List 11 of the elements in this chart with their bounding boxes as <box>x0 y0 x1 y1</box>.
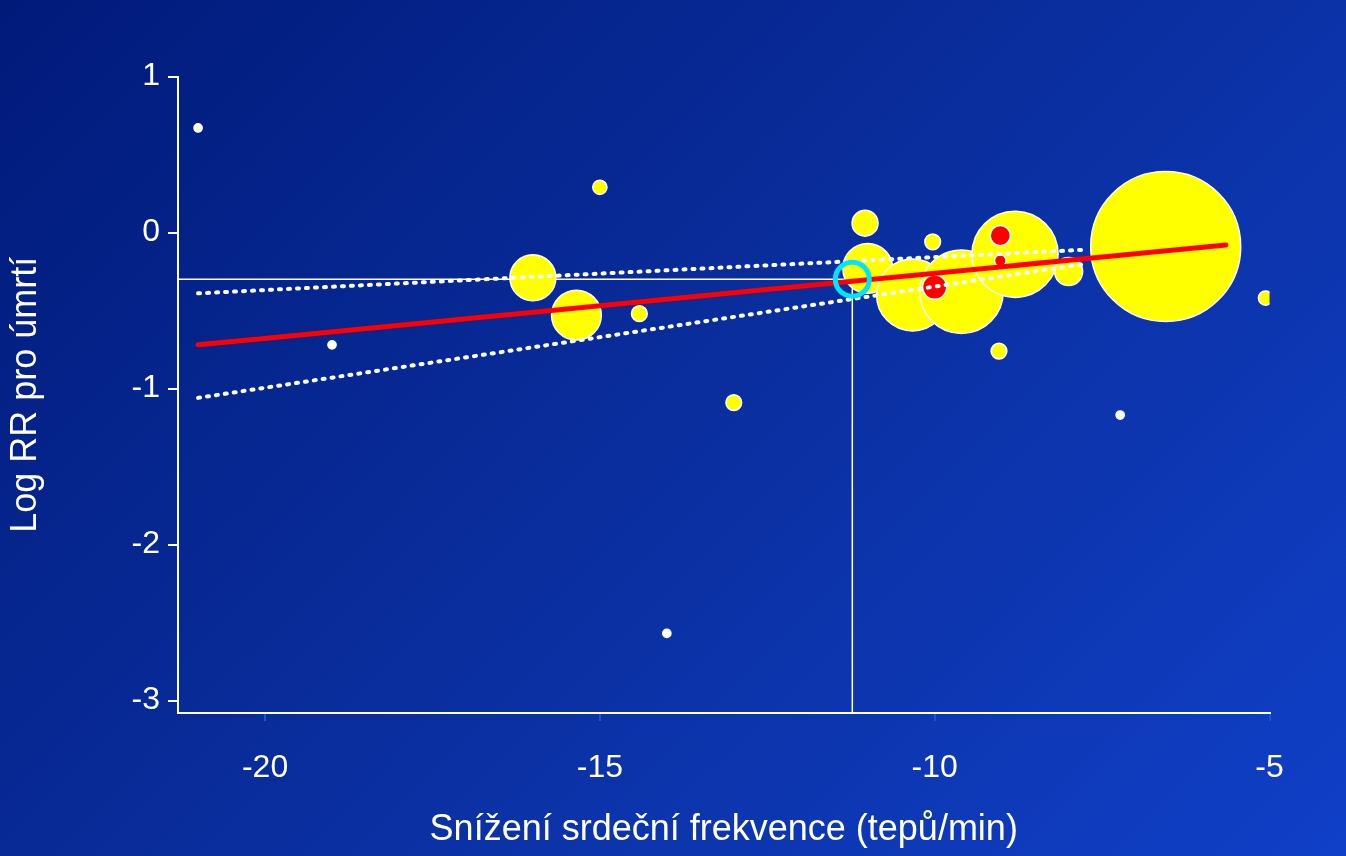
x-tick-label: -10 <box>911 748 958 785</box>
x-tick-label: -5 <box>1255 748 1284 785</box>
x-axis-title: Snížení srdeční frekvence (tepů/min) <box>429 807 1018 849</box>
y-axis-title: Log RR pro úmrtí <box>2 256 44 533</box>
y-tick-label: -1 <box>131 368 160 405</box>
y-tick-label: 1 <box>142 56 160 93</box>
x-tick-label: -20 <box>241 748 289 785</box>
y-tick-label: 0 <box>142 212 160 249</box>
y-tick-label: -2 <box>131 524 160 561</box>
y-tick-label: -3 <box>131 680 160 717</box>
x-tick-label: -15 <box>576 748 623 785</box>
